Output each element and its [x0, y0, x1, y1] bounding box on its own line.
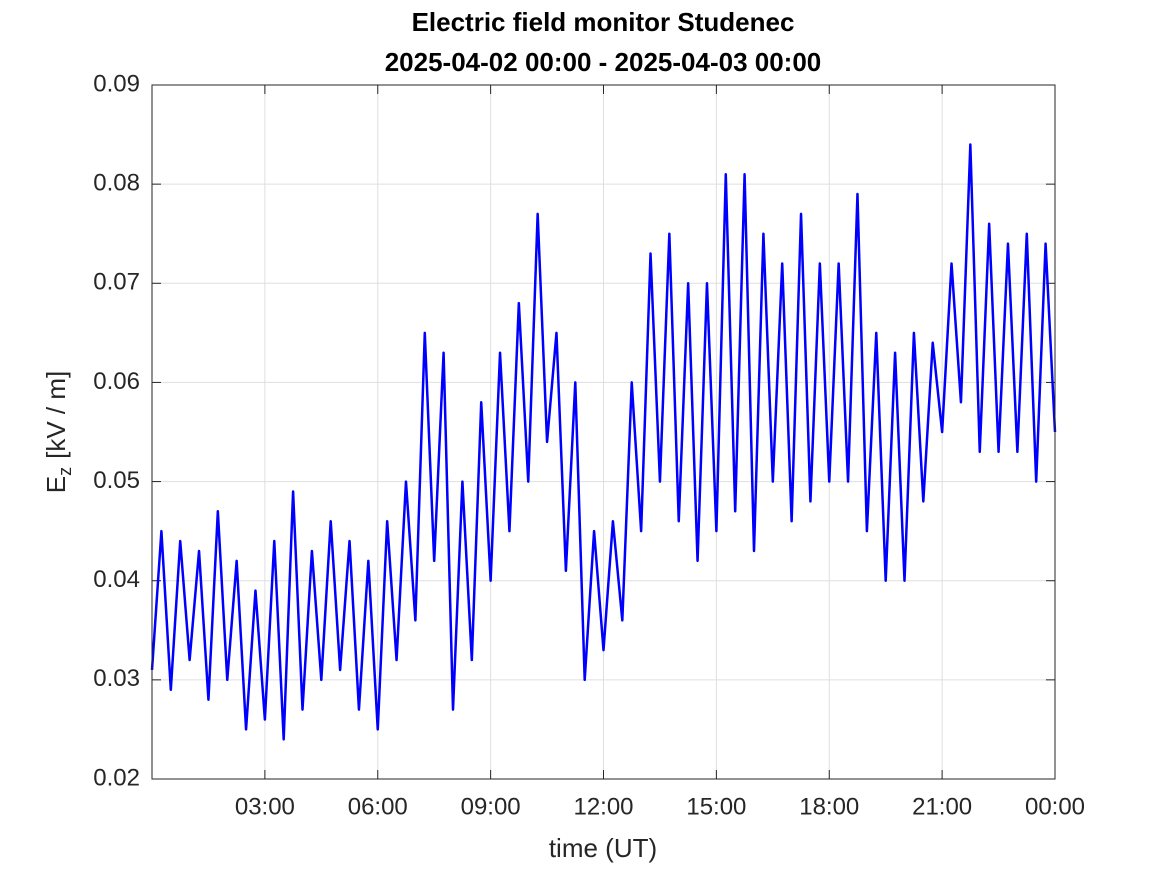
x-tick-label: 00:00: [1025, 793, 1085, 820]
chart-title: Electric field monitor Studenec: [412, 7, 795, 37]
y-tick-label: 0.02: [93, 764, 140, 791]
y-tick-label: 0.08: [93, 169, 140, 196]
y-label-unit: [kV / m]: [41, 371, 71, 459]
y-tick-label: 0.04: [93, 566, 140, 593]
data-line: [150, 143, 1057, 741]
y-label-symbol: E: [41, 476, 71, 493]
y-label-subscript: z: [55, 467, 75, 476]
x-tick-label: 09:00: [461, 793, 521, 820]
chart-subtitle: 2025-04-02 00:00 - 2025-04-03 00:00: [385, 47, 822, 77]
y-tick-label: 0.09: [93, 70, 140, 97]
y-tick-label: 0.03: [93, 665, 140, 692]
x-tick-label: 15:00: [686, 793, 746, 820]
y-axis-label: Ez [kV / m]: [41, 371, 75, 493]
x-tick-label: 21:00: [912, 793, 972, 820]
x-tick-label: 03:00: [235, 793, 295, 820]
y-tick-label: 0.05: [93, 467, 140, 494]
y-tick-label: 0.07: [93, 269, 140, 296]
y-tick-label: 0.06: [93, 368, 140, 395]
x-tick-label: 18:00: [799, 793, 859, 820]
x-axis-label: time (UT): [549, 833, 657, 863]
x-tick-label: 12:00: [573, 793, 633, 820]
plot-frame: [151, 84, 1056, 780]
x-tick-label: 06:00: [348, 793, 408, 820]
